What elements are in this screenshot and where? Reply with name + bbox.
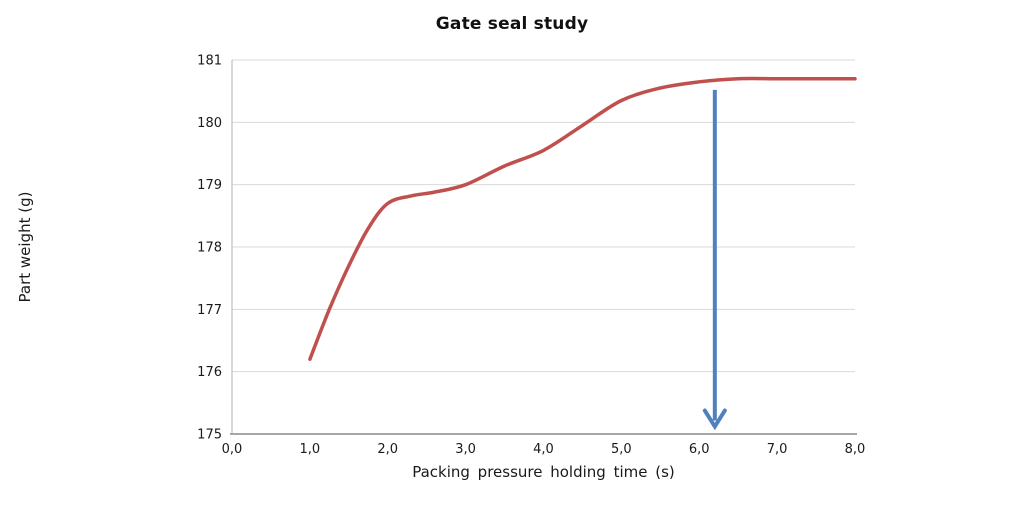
arrow-head-icon (702, 408, 727, 431)
x-tick-label: 2,0 (377, 442, 398, 457)
series-line-part-weight (308, 76, 857, 361)
x-axis-title: Packing pressure holding time (s) (412, 463, 675, 481)
x-tick-label: 6,0 (689, 442, 710, 457)
y-tick-label: 181 (197, 54, 222, 69)
y-tick-label: 178 (197, 241, 222, 256)
x-tick-label: 4,0 (533, 442, 554, 457)
x-tick-label: 7,0 (767, 442, 788, 457)
x-tick-label: 1,0 (300, 442, 321, 457)
x-tick-label: 3,0 (455, 442, 476, 457)
chart-title: Gate seal study (435, 14, 589, 34)
y-tick-label: 176 (197, 365, 222, 380)
x-tick-label: 5,0 (611, 442, 632, 457)
x-tick-label: 0,0 (222, 442, 243, 457)
y-tick-label: 180 (197, 116, 222, 131)
y-tick-label: 179 (197, 178, 222, 193)
y-tick-label: 177 (197, 303, 222, 318)
x-tick-label: 8,0 (845, 442, 866, 457)
y-tick-label: 175 (197, 428, 222, 443)
